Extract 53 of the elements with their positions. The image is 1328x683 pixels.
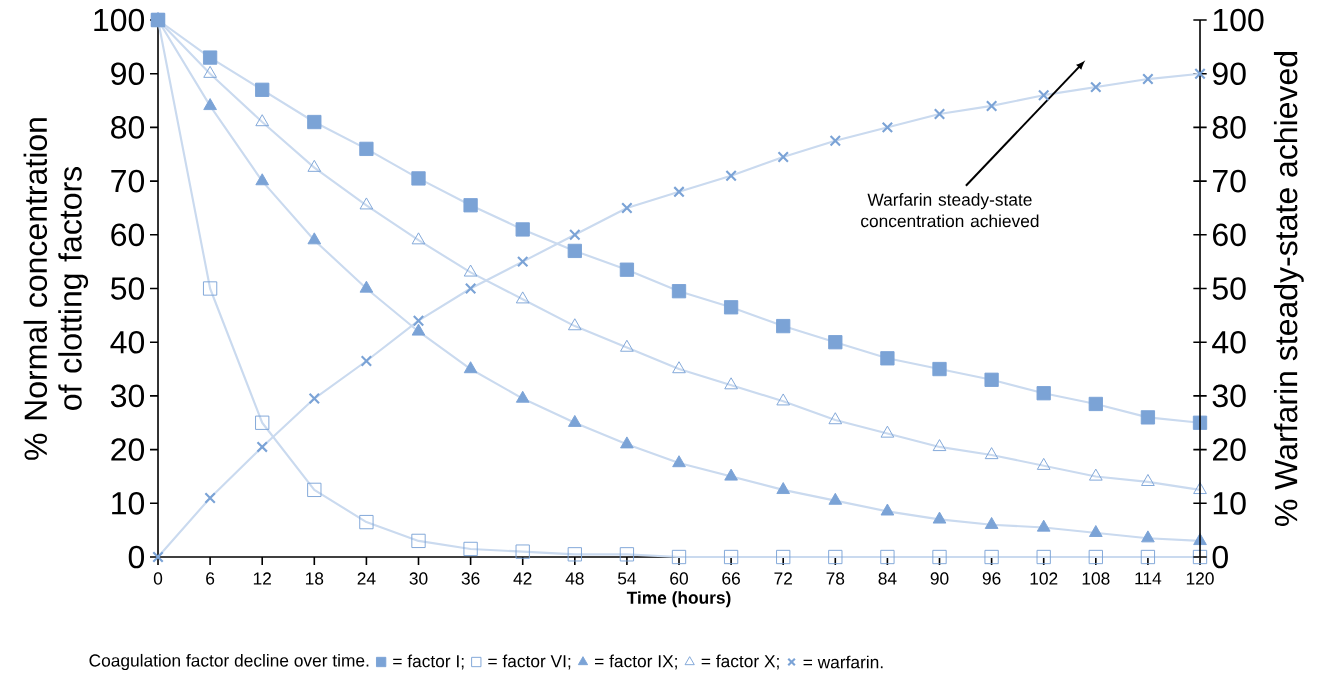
y-tick-label: 70 xyxy=(111,169,145,193)
y2-tick-label: 70 xyxy=(1213,169,1246,193)
y2-tick-label: 50 xyxy=(1212,277,1246,300)
y-tick-label: 100 xyxy=(94,8,145,32)
x-tick-label: 18 xyxy=(305,572,324,585)
legend-label: = factor IX; xyxy=(595,654,677,670)
y-tick-label: 10 xyxy=(112,491,145,515)
x-tick-label: 12 xyxy=(253,572,271,585)
x-tick-label: 6 xyxy=(206,572,215,585)
legend-label: = factor I; xyxy=(393,654,464,670)
y-tick-label: 40 xyxy=(110,330,145,354)
y-tick-label: 0 xyxy=(128,545,145,569)
x-tick-label: 30 xyxy=(409,572,428,585)
legend-label: = factor X; xyxy=(701,654,779,670)
x-tick-label: 96 xyxy=(982,572,1001,585)
x-tick-label: 48 xyxy=(565,572,584,585)
legend-label: = factor VI; xyxy=(488,654,571,670)
y2-tick-label: 80 xyxy=(1212,116,1246,139)
y-axis-title: % Normal concentration of clotting factors xyxy=(23,118,89,460)
x-tick-label: 36 xyxy=(461,572,480,585)
y2-tick-label: 20 xyxy=(1213,438,1246,461)
x-tick-label: 54 xyxy=(617,572,637,585)
y2-tick-label: 30 xyxy=(1212,384,1246,408)
x-tick-label: 78 xyxy=(826,572,845,585)
y2-axis-title: % Warfarin steady-state achieved xyxy=(1273,52,1304,526)
x-tick-label: 102 xyxy=(1030,572,1058,585)
x-tick-label: 72 xyxy=(774,572,792,585)
x-tick-label: 24 xyxy=(357,572,376,585)
x-tick-label: 84 xyxy=(878,572,897,585)
y-tick-label: 90 xyxy=(111,62,145,86)
y2-tick-label: 10 xyxy=(1213,491,1246,515)
x-tick-label: 60 xyxy=(670,572,688,585)
y-tick-label: 60 xyxy=(111,223,145,247)
x-tick-label: 42 xyxy=(513,572,532,585)
x-tick-label: 108 xyxy=(1082,572,1110,585)
x-tick-label: 0 xyxy=(153,572,163,585)
x-tick-label: 66 xyxy=(722,572,740,585)
y-tick-label: 20 xyxy=(111,438,145,461)
y-tick-label: 30 xyxy=(110,384,145,408)
y2-tick-label: 90 xyxy=(1212,62,1246,86)
annotation: Warfarin steady-state concentration achieved xyxy=(861,193,1039,228)
y-tick-label: 50 xyxy=(110,277,145,300)
y2-tick-label: 100 xyxy=(1213,8,1264,32)
y-tick-label: 80 xyxy=(111,116,145,139)
text: Coagulation factor decline over time. xyxy=(89,653,369,671)
x-tick-label: 90 xyxy=(930,572,949,585)
y2-tick-label: 60 xyxy=(1213,223,1246,247)
x-axis-title: Time (hours) xyxy=(626,591,731,608)
x-tick-label: 120 xyxy=(1186,572,1214,585)
y2-tick-label: 0 xyxy=(1212,545,1228,569)
x-tick-label: 114 xyxy=(1135,572,1162,585)
legend-label: = warfarin. xyxy=(803,655,883,669)
y2-tick-label: 40 xyxy=(1212,330,1246,354)
